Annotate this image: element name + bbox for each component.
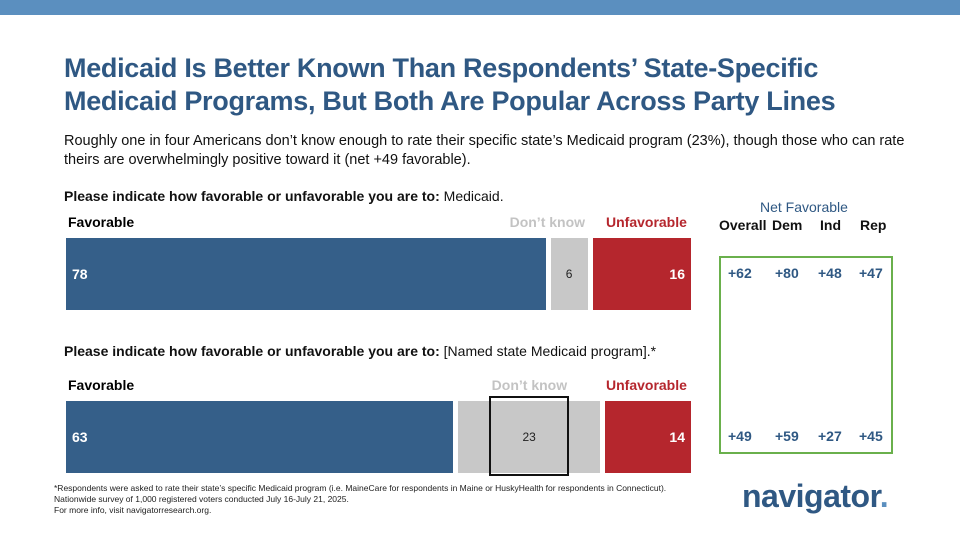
q1-value-unfavorable: 16: [669, 266, 685, 282]
q1-net-dem: +80: [775, 265, 799, 281]
navigator-logo: navigator.: [742, 478, 889, 515]
top-accent-bar: [0, 0, 960, 15]
q2-bar-favorable: 63: [66, 401, 454, 473]
q2-net-dem: +59: [775, 428, 799, 444]
q1-bar-favorable: 78: [66, 238, 546, 310]
question-2-prompt-bold: Please indicate how favorable or unfavor…: [64, 343, 440, 359]
question-1-prompt-rest: Medicaid.: [439, 188, 504, 204]
col-head-ind: Ind: [820, 217, 841, 233]
q2-dont-know-highlight-box: [488, 396, 570, 476]
logo-text: navigator: [742, 478, 880, 514]
q2-bar-unfavorable: 14: [604, 401, 691, 473]
q2-value-unfavorable: 14: [669, 429, 685, 445]
q2-legend-dont-know: Don’t know: [491, 377, 568, 393]
question-1-prompt: Please indicate how favorable or unfavor…: [64, 188, 504, 204]
footnote-more-info: For more info, visit navigatorresearch.o…: [54, 505, 212, 515]
q1-net-overall: +62: [728, 265, 752, 281]
q2-net-ind: +27: [818, 428, 842, 444]
question-2-prompt-rest: [Named state Medicaid program].*: [439, 343, 657, 359]
q1-value-favorable: 78: [72, 266, 88, 282]
q2-legend-favorable: Favorable: [68, 377, 135, 393]
q1-bar-unfavorable: 16: [592, 238, 691, 310]
net-favorable-title: Net Favorable: [760, 199, 848, 215]
q2-value-favorable: 63: [72, 429, 88, 445]
col-head-rep: Rep: [860, 217, 887, 233]
page-subtitle: Roughly one in four Americans don’t know…: [64, 133, 905, 168]
question-2-prompt: Please indicate how favorable or unfavor…: [64, 343, 656, 359]
q2-legend-unfavorable: Unfavorable: [606, 377, 687, 393]
q2-net-overall: +49: [728, 428, 752, 444]
page-title: Medicaid Is Better Known Than Respondent…: [64, 53, 836, 116]
net-favorable-box: [719, 256, 893, 454]
logo-dot: .: [879, 478, 889, 514]
q1-legend-unfavorable: Unfavorable: [606, 214, 687, 230]
q1-net-rep: +47: [859, 265, 883, 281]
q1-legend-dont-know: Don’t know: [509, 214, 586, 230]
q1-legend-favorable: Favorable: [68, 214, 135, 230]
q1-value-dont-know: 6: [565, 267, 573, 281]
q1-bar-dont-know: 6: [550, 238, 588, 310]
footnote: *Respondents were asked to rate their st…: [54, 483, 694, 516]
q2-value-dont-know: 23: [522, 430, 536, 444]
q1-net-ind: +48: [818, 265, 842, 281]
question-1-prompt-bold: Please indicate how favorable or unfavor…: [64, 188, 440, 204]
footnote-methodology: *Respondents were asked to rate their st…: [54, 483, 667, 504]
q2-net-rep: +45: [859, 428, 883, 444]
col-head-overall: Overall: [719, 217, 767, 233]
q2-bar-dont-know: 23: [458, 401, 600, 473]
col-head-dem: Dem: [772, 217, 803, 233]
